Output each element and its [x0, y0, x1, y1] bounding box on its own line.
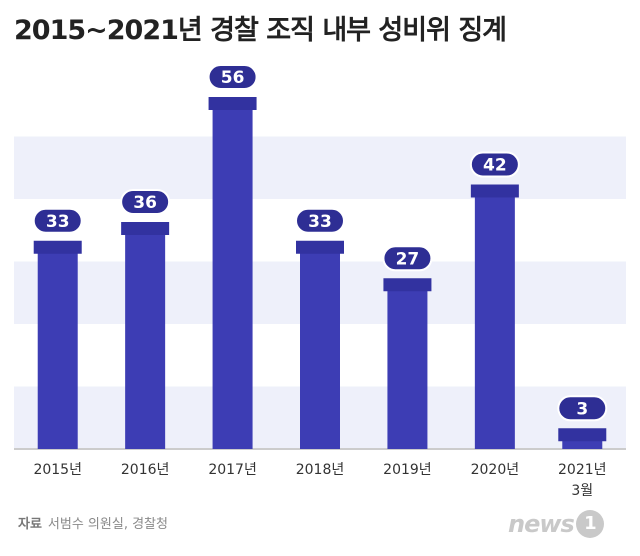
- value-label: 33: [46, 212, 70, 232]
- bar-cap: [470, 184, 519, 198]
- value-label: 27: [396, 249, 420, 269]
- source-note: 자료 서범수 의원실, 경찰청: [18, 513, 168, 532]
- x-tick-label: 2019년: [383, 462, 432, 478]
- bars: [33, 97, 607, 449]
- value-label-pill: [295, 207, 345, 234]
- bar-cap: [383, 278, 432, 292]
- bar: [37, 242, 78, 449]
- value-label-pill: [557, 395, 608, 422]
- chart-title: 2015~2021년 경찰 조직 내부 성비위 징계: [14, 15, 507, 46]
- news1-logo: news 1: [508, 510, 604, 538]
- bar-cap: [296, 240, 344, 254]
- x-tick-labels: 2015년 2016년 2017년 2018년 2019년 2020년 2021년 3월: [33, 462, 606, 499]
- value-label-pill: [469, 151, 520, 178]
- value-labels: 33 36 56 33 27 42 3: [32, 64, 608, 422]
- value-label: 36: [133, 193, 157, 213]
- value-label: 56: [221, 68, 245, 88]
- grid-band: [14, 136, 626, 199]
- bar-cap: [121, 222, 170, 235]
- bar: [300, 242, 340, 449]
- x-tick-label: 2021년: [558, 462, 607, 478]
- bar: [387, 280, 428, 449]
- logo-badge: 1: [575, 510, 604, 538]
- source-text: 서범수 의원실, 경찰청: [47, 517, 168, 532]
- value-label: 3: [576, 399, 588, 419]
- source-label: 자료: [18, 517, 42, 532]
- value-label: 33: [308, 212, 332, 232]
- bar: [212, 99, 253, 449]
- x-tick-label: 2015년: [33, 462, 82, 478]
- bar-cap: [208, 97, 257, 110]
- x-tick-label: 2020년: [471, 462, 520, 478]
- value-label-pill: [382, 245, 433, 272]
- value-label-pill: [32, 207, 83, 234]
- x-tick-label: 2016년: [121, 462, 170, 478]
- bar-cap: [33, 240, 82, 254]
- x-tick-label: 2017년: [208, 462, 257, 478]
- value-label-pill: [120, 189, 171, 215]
- logo-text: news: [508, 510, 575, 538]
- value-label: 42: [483, 156, 507, 176]
- bar-cap: [558, 428, 607, 442]
- x-tick-label: 2018년: [296, 462, 345, 478]
- x-tick-label: 3월: [571, 483, 593, 499]
- bar: [125, 224, 166, 449]
- bar: [474, 186, 515, 449]
- value-label-pill: [207, 64, 258, 90]
